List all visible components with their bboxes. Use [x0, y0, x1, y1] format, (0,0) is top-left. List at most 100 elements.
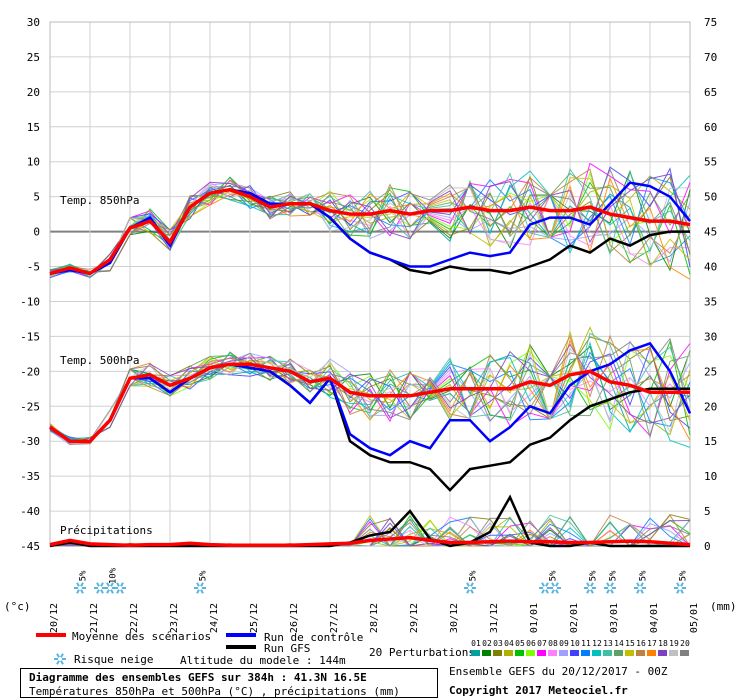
- right-tick-label: 55: [704, 156, 717, 169]
- perturbation-swatch: [680, 650, 689, 656]
- perturbation-15-t850: [49, 177, 691, 277]
- perturbation-swatch: [647, 650, 656, 656]
- perturbation-swatch: [493, 650, 502, 656]
- x-tick-label: 20/12: [49, 603, 60, 633]
- perturbation-swatch: [658, 650, 667, 656]
- left-tick-label: -5: [27, 261, 40, 274]
- left-tick-label: 25: [27, 51, 40, 64]
- x-tick-label: 31/12: [489, 603, 500, 633]
- right-tick-label: 30: [704, 330, 717, 343]
- x-tick-label: 01/01: [529, 603, 540, 633]
- snow-risk-label: 5%: [679, 570, 689, 581]
- snow-risk-label: 5%: [199, 570, 209, 581]
- perturbation-id-label: 06: [526, 639, 536, 648]
- x-tick-label: 05/01: [689, 603, 700, 633]
- series-t500-moyenne-des-sc-narios: [48, 362, 690, 443]
- left-tick-label: -15: [20, 330, 40, 343]
- snowflake-center: [678, 586, 682, 590]
- left-tick-label: 30: [27, 16, 40, 29]
- right-tick-label: 35: [704, 295, 717, 308]
- perturbation-14-t500: [49, 354, 691, 444]
- right-tick-label: 40: [704, 261, 717, 274]
- right-tick-label: 50: [704, 191, 717, 204]
- perturbation-id-label: 15: [625, 639, 635, 648]
- perturbation-id-label: 01: [471, 639, 481, 648]
- x-tick-label: 28/12: [369, 603, 380, 633]
- perturbation-swatch: [537, 650, 546, 656]
- perturbation-id-label: 05: [515, 639, 525, 648]
- perturbation-id-label: 19: [669, 639, 679, 648]
- legend-label-perturbations: 20 Perturbations: [369, 646, 475, 659]
- x-tick-label: 30/12: [449, 603, 460, 633]
- snowflake-icon: [114, 582, 126, 594]
- panel-label-t500: Temp. 500hPa: [60, 354, 139, 367]
- snowflake-center: [468, 586, 472, 590]
- legend-swatch-mean: [36, 633, 66, 637]
- left-tick-label: -10: [20, 295, 40, 308]
- perturbation-id-label: 07: [537, 639, 547, 648]
- legend-swatch-gfs: [226, 645, 256, 649]
- perturbation-id-label: 16: [636, 639, 646, 648]
- legend-label-altitude: Altitude du modele : 144m: [180, 654, 346, 667]
- right-tick-label: 60: [704, 121, 717, 134]
- perturbation-18-t500: [49, 343, 691, 444]
- perturbation-id-label: 12: [592, 639, 602, 648]
- left-tick-label: -40: [20, 505, 40, 518]
- legend: Moyenne des scénarios Run de contrôleRun …: [36, 630, 690, 667]
- snowflake-center: [588, 586, 592, 590]
- legend-label-mean: Moyenne des scénarios: [72, 630, 211, 643]
- perturbation-swatch: [526, 650, 535, 656]
- x-tick-label: 27/12: [329, 603, 340, 633]
- left-tick-label: -30: [20, 435, 40, 448]
- perturbation-swatch: [614, 650, 623, 656]
- snowflake-center: [78, 586, 82, 590]
- snowflake-center: [638, 586, 642, 590]
- legend-label-control: Run de contrôle: [264, 631, 363, 644]
- perturbation-10-t850: [49, 166, 691, 279]
- snowflake-icon: [634, 582, 646, 594]
- snow-risk-label: 5%: [609, 570, 619, 581]
- perturbation-id-label: 09: [559, 639, 569, 648]
- perturbation-swatch: [592, 650, 601, 656]
- copyright: Copyright 2017 Meteociel.fr: [449, 684, 628, 697]
- perturbation-id-label: 04: [504, 639, 514, 648]
- perturbation-02-t850: [49, 169, 691, 278]
- perturbation-20-t500: [49, 337, 691, 445]
- snow-risk-label: 5%: [549, 570, 559, 581]
- perturbation-swatch: [559, 650, 568, 656]
- perturbation-swatch: [471, 650, 480, 656]
- snowflake-icon: [584, 582, 596, 594]
- perturbation-swatch: [515, 650, 524, 656]
- perturbation-swatch: [581, 650, 590, 656]
- perturbation-03-t850: [49, 175, 691, 276]
- perturbation-id-label: 02: [482, 639, 492, 648]
- perturbation-id-label: 08: [548, 639, 558, 648]
- left-tick-label: -45: [20, 540, 40, 553]
- perturbation-swatch: [603, 650, 612, 656]
- panel-label-precip: Précipitations: [60, 524, 153, 537]
- perturbation-id-label: 20: [680, 639, 690, 648]
- perturbation-id-label: 13: [603, 639, 613, 648]
- series-precip-moyenne-des-sc-narios: [49, 535, 691, 548]
- chart-subtitle: Températures 850hPa et 500hPa (°C) , pré…: [29, 685, 400, 698]
- perturbation-id-label: 14: [614, 639, 624, 648]
- x-tick-label: 21/12: [89, 603, 100, 633]
- right-tick-label: 25: [704, 365, 717, 378]
- snowflake-center: [98, 586, 102, 590]
- perturbation-id-label: 17: [647, 639, 657, 648]
- perturbation-swatch: [482, 650, 491, 656]
- right-tick-label: 0: [704, 540, 711, 553]
- grid: [49, 21, 691, 547]
- snowflake-icon: [674, 582, 686, 594]
- x-tick-label: 24/12: [209, 603, 220, 633]
- right-tick-label: 20: [704, 400, 717, 413]
- panel-labels: Temp. 850hPa Temp. 500hPa Précipitations: [60, 194, 153, 537]
- perturbation-swatch: [504, 650, 513, 656]
- right-tick-label: 5: [704, 505, 711, 518]
- perturbation-id-label: 10: [570, 639, 580, 648]
- series-t500-run-de-contr-le: [49, 341, 692, 457]
- perturbation-05-t850: [49, 176, 691, 275]
- x-tick-label: 02/01: [569, 603, 580, 633]
- right-tick-label: 75: [704, 16, 717, 29]
